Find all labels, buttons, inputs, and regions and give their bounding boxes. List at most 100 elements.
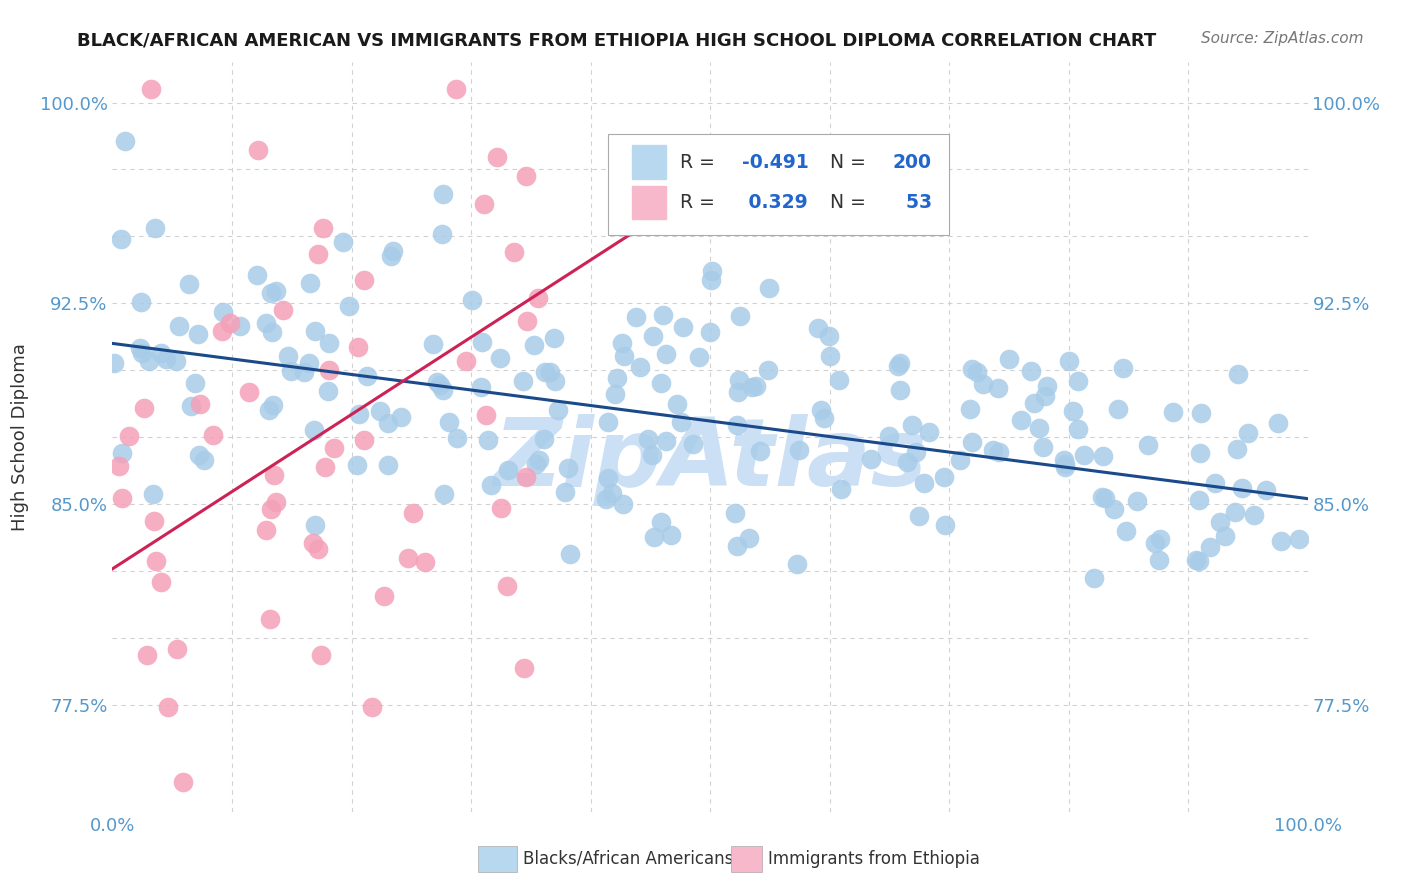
Point (318, 335, 340, 350)
Point (150, 575, 173, 590)
Point (682, 437, 704, 451)
Text: -0.491: -0.491 (742, 153, 808, 171)
Point (299, 276, 322, 290)
Point (606, 371, 628, 385)
Point (332, 235, 354, 250)
Point (558, 547, 581, 561)
Text: 53: 53 (893, 193, 932, 212)
Point (538, 365, 561, 379)
Point (460, 293, 482, 307)
Point (311, 648, 333, 663)
Point (725, 539, 748, 553)
Point (1112, 361, 1135, 376)
Point (238, 384, 260, 399)
Point (515, 470, 537, 484)
Point (612, 498, 634, 512)
Point (311, 220, 333, 235)
Point (316, 384, 339, 398)
Point (382, 244, 405, 258)
Point (1073, 448, 1095, 462)
Point (598, 415, 620, 429)
Point (513, 661, 536, 675)
Point (280, 364, 302, 378)
Point (1010, 412, 1032, 426)
Text: Source: ZipAtlas.com: Source: ZipAtlas.com (1201, 31, 1364, 46)
Point (172, 774, 194, 789)
Point (307, 541, 329, 556)
Point (314, 459, 336, 474)
Point (669, 416, 692, 430)
Point (129, 342, 152, 356)
Point (1215, 528, 1237, 542)
Point (641, 329, 664, 343)
Point (889, 383, 911, 397)
Point (1209, 516, 1232, 530)
Point (1102, 502, 1125, 516)
Point (193, 453, 215, 467)
Text: 200: 200 (893, 153, 932, 171)
Point (184, 376, 207, 390)
Point (1270, 534, 1292, 549)
Point (1067, 422, 1090, 436)
FancyBboxPatch shape (633, 186, 666, 219)
Point (211, 304, 233, 318)
Point (489, 500, 512, 515)
Point (1223, 505, 1246, 519)
Point (1230, 481, 1253, 495)
Y-axis label: High School Diploma: High School Diploma (10, 343, 28, 531)
Point (118, 429, 141, 443)
Point (1036, 378, 1059, 392)
Point (347, 407, 370, 421)
Point (368, 404, 391, 418)
Point (672, 320, 695, 334)
Point (1227, 367, 1250, 381)
Point (1188, 553, 1211, 567)
Point (533, 432, 555, 446)
Point (432, 384, 454, 398)
Point (728, 373, 751, 387)
Point (557, 461, 579, 475)
Point (600, 485, 623, 500)
Point (346, 458, 368, 472)
Point (143, 514, 166, 528)
Point (603, 387, 626, 401)
Point (318, 362, 340, 376)
Point (1057, 354, 1080, 368)
Point (218, 316, 240, 330)
Point (142, 486, 165, 500)
Point (356, 369, 378, 384)
Point (748, 443, 770, 458)
Point (745, 379, 768, 393)
Point (389, 409, 412, 424)
Point (402, 506, 425, 520)
Point (959, 402, 981, 417)
Point (263, 468, 285, 483)
Point (1144, 535, 1167, 549)
Point (725, 417, 748, 432)
Point (813, 411, 835, 425)
Point (661, 528, 683, 542)
Point (377, 458, 399, 472)
Point (527, 291, 550, 305)
Point (477, 434, 499, 448)
Point (271, 302, 294, 317)
Point (110, 232, 132, 246)
Point (643, 530, 665, 544)
Point (516, 313, 538, 327)
Point (724, 507, 747, 521)
Point (432, 186, 454, 201)
Point (859, 452, 882, 467)
Point (960, 362, 983, 376)
Point (1067, 374, 1090, 388)
Point (496, 579, 519, 593)
Point (361, 699, 384, 714)
Point (413, 555, 436, 569)
Point (789, 442, 811, 457)
Point (298, 355, 321, 369)
Point (523, 337, 546, 351)
Point (1243, 508, 1265, 522)
Point (650, 515, 672, 529)
Point (470, 379, 492, 393)
Point (896, 455, 918, 469)
Point (688, 351, 710, 365)
